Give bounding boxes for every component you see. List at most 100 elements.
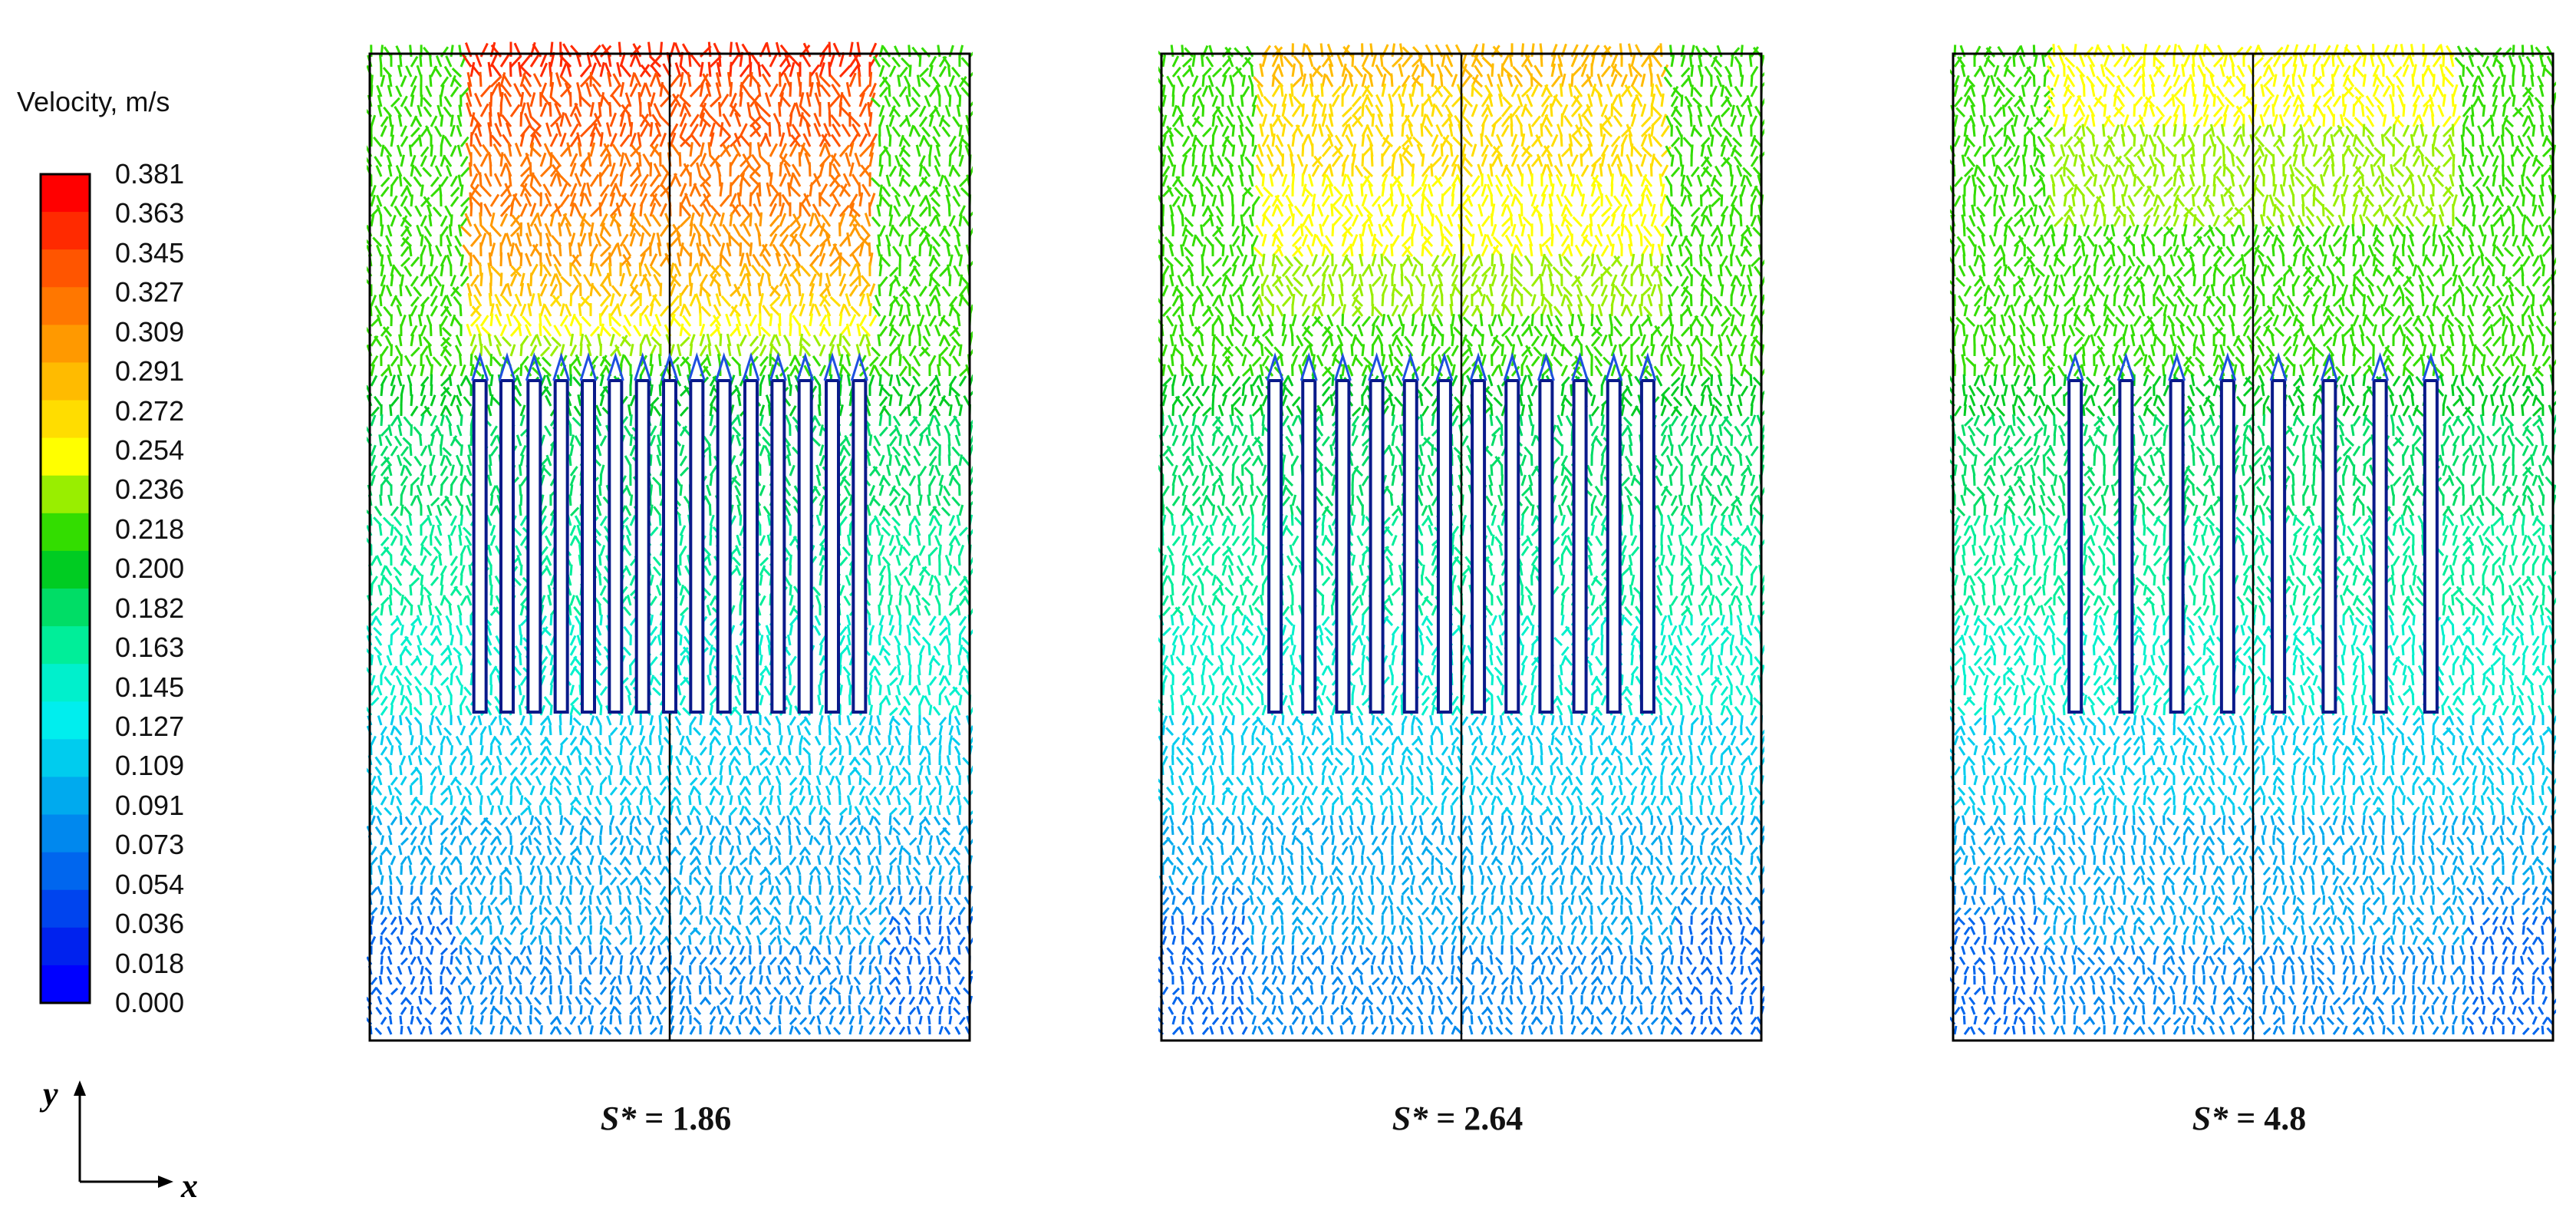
colorbar-segment xyxy=(41,626,90,665)
heat-sink-plate xyxy=(2118,379,2134,714)
plate-tip-vortex xyxy=(742,351,760,381)
colorbar-segment xyxy=(41,475,90,514)
caption-variable: S* xyxy=(1392,1100,1428,1137)
heat-sink-plate xyxy=(770,379,786,714)
heat-sink-plate xyxy=(1335,379,1351,714)
heat-sink-plate xyxy=(852,379,868,714)
colorbar-tick-label: 0.272 xyxy=(115,394,185,427)
plate-tip-vortex xyxy=(2269,351,2288,381)
plate-tip-vortex xyxy=(1333,351,1352,381)
colorbar-tick-label: 0.163 xyxy=(115,632,185,664)
y-axis-label: y xyxy=(39,1075,58,1113)
plate-tip-vortex xyxy=(823,351,842,381)
velocity-vectors xyxy=(1153,43,1771,1036)
heat-sink-plate xyxy=(743,379,759,714)
heat-sink-plate xyxy=(2271,379,2287,714)
velocity-colorbar xyxy=(39,173,91,1004)
plate-tip-vortex xyxy=(1503,351,1521,381)
colorbar-segment xyxy=(41,400,90,439)
heat-sink-plate xyxy=(608,379,624,714)
plate-tip-vortex xyxy=(471,351,489,381)
velocity-field-panel-3 xyxy=(1945,31,2563,1055)
plate-tip-vortex xyxy=(1435,351,1454,381)
colorbar-segment xyxy=(41,325,90,363)
legend-title: Velocity, m/s xyxy=(17,86,170,117)
velocity-field-panel-2 xyxy=(1153,31,1771,1055)
heat-sink-plate xyxy=(1572,379,1588,714)
caption-value: = 1.86 xyxy=(644,1100,732,1137)
heat-sink-plate xyxy=(662,379,677,714)
plate-tip-vortex xyxy=(2116,351,2135,381)
colorbar-tick-label: 0.291 xyxy=(115,355,185,388)
colorbar-segment xyxy=(41,739,90,777)
plate-tip-vortex xyxy=(1469,351,1487,381)
colorbar-segment xyxy=(41,550,90,589)
plate-tip-vortex xyxy=(2320,351,2338,381)
plate-tip-vortex xyxy=(2422,351,2440,381)
plate-tip-vortex xyxy=(687,351,706,381)
colorbar-tick-label: 0.073 xyxy=(115,829,185,861)
colorbar-tick-label: 0.127 xyxy=(115,711,185,742)
heat-sink-plate xyxy=(1606,379,1622,714)
heat-sink-plate xyxy=(2372,379,2388,714)
velocity-vectors xyxy=(1945,44,2563,1036)
colorbar-tick-label: 0.200 xyxy=(115,552,185,585)
plate-tip-vortex xyxy=(1402,351,1420,381)
colorbar-segment xyxy=(41,589,90,627)
heat-sink-plate xyxy=(1369,379,1385,714)
colorbar-tick-label: 0.218 xyxy=(115,513,185,545)
heat-sink-plate xyxy=(2219,379,2235,714)
colorbar-segment xyxy=(41,249,90,288)
colorbar-tick-label: 0.145 xyxy=(115,671,185,703)
heat-sink-plate xyxy=(1639,379,1655,714)
heat-sink-plate xyxy=(716,379,732,714)
colorbar-segment xyxy=(41,174,90,213)
panel-caption-1: S* = 1.86 xyxy=(512,1099,819,1138)
heat-sink-plate xyxy=(1471,379,1487,714)
colorbar-segment xyxy=(41,777,90,816)
colorbar-tick-label: 0.236 xyxy=(115,473,185,506)
plate-tip-vortex xyxy=(1605,351,1623,381)
heat-sink-plate xyxy=(2423,379,2439,714)
plate-tip-vortex xyxy=(1537,351,1555,381)
velocity-field-panel-1 xyxy=(362,31,979,1055)
caption-variable: S* xyxy=(2192,1100,2228,1137)
colorbar-tick-label: 0.254 xyxy=(115,434,185,466)
colorbar-segment xyxy=(41,664,90,702)
heat-sink-plate xyxy=(553,379,569,714)
plate-tip-vortex xyxy=(634,351,652,381)
colorbar-segment xyxy=(41,965,90,1004)
heat-sink-plate xyxy=(1436,379,1452,714)
plate-tip-vortex xyxy=(1639,351,1657,381)
plate-tip-vortex xyxy=(2066,351,2084,381)
heat-sink-plate xyxy=(689,379,705,714)
plate-tip-vortex xyxy=(850,351,868,381)
colorbar-tick-label: 0.182 xyxy=(115,592,185,624)
heat-sink-plate xyxy=(1402,379,1418,714)
colorbar-tick-label: 0.345 xyxy=(115,236,185,269)
heat-sink-plate xyxy=(526,379,542,714)
colorbar-tick-label: 0.000 xyxy=(115,987,185,1018)
plate-tip-vortex xyxy=(498,351,516,381)
caption-value: = 2.64 xyxy=(1436,1100,1524,1137)
plate-tip-vortex xyxy=(2371,351,2390,381)
colorbar-segment xyxy=(41,889,90,928)
colorbar-tick-label: 0.309 xyxy=(115,315,185,348)
heat-sink-plate xyxy=(1301,379,1317,714)
heat-sink-plate xyxy=(1504,379,1520,714)
heat-sink-plate xyxy=(797,379,813,714)
panel-caption-3: S* = 4.8 xyxy=(2096,1099,2403,1138)
heat-sink-plate xyxy=(1538,379,1554,714)
plate-tip-vortex xyxy=(1266,351,1284,381)
plate-tip-vortex xyxy=(2168,351,2186,381)
colorbar-tick-label: 0.036 xyxy=(115,908,185,940)
colorbar-segment xyxy=(41,927,90,966)
plate-tip-vortex xyxy=(606,351,624,381)
heat-sink-plate xyxy=(2321,379,2337,714)
heat-sink-plate xyxy=(581,379,596,714)
colorbar-segment xyxy=(41,814,90,853)
plate-tip-vortex xyxy=(796,351,815,381)
caption-variable: S* xyxy=(600,1100,637,1137)
heat-sink-plate xyxy=(499,379,515,714)
caption-value: = 4.8 xyxy=(2236,1100,2307,1137)
